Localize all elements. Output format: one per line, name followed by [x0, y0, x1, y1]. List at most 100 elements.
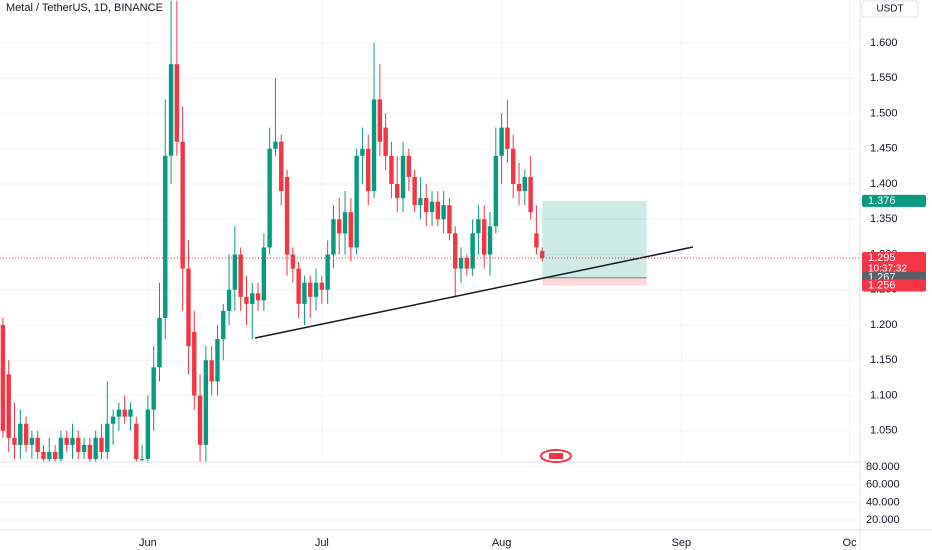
candle-body — [453, 233, 458, 269]
candle-body — [267, 148, 272, 248]
stop-zone — [542, 277, 647, 286]
y-tick-label: 1.400 — [870, 178, 898, 190]
candle-body — [279, 141, 284, 192]
candle-body — [255, 293, 261, 301]
candle-body — [35, 437, 40, 452]
y-tick-label: 1.200 — [870, 319, 898, 331]
candle-body — [348, 212, 354, 248]
candle-body — [76, 437, 81, 452]
candle-body — [58, 437, 64, 459]
candle-body — [273, 141, 278, 149]
candle-body — [284, 176, 290, 255]
y2-tick-label: 20.000 — [866, 514, 900, 526]
candle-body — [151, 367, 156, 410]
candle-body — [354, 155, 359, 248]
last-price-box — [862, 252, 926, 277]
candle-body — [406, 155, 412, 177]
candle-body — [99, 437, 104, 452]
candle-body — [464, 258, 470, 269]
candle-body — [186, 268, 191, 347]
candle-body — [87, 444, 93, 459]
y2-tick-label: 80.000 — [866, 461, 900, 473]
y-tick-label: 1.550 — [870, 72, 898, 84]
candle-body — [70, 437, 75, 445]
x-tick-label: Sep — [672, 537, 692, 549]
x-tick-label: Jul — [315, 537, 329, 549]
candle-body — [163, 155, 168, 318]
candle-body — [493, 155, 499, 227]
y-tick-label: 1.100 — [870, 389, 898, 401]
currency-button[interactable] — [861, 0, 919, 18]
target-label-box — [862, 194, 926, 207]
candle-body — [174, 64, 180, 142]
candle-body — [128, 409, 133, 417]
candle-body — [0, 325, 6, 431]
candle-body — [308, 282, 313, 297]
candle-body — [12, 437, 17, 445]
candle-body — [29, 437, 35, 445]
candle-body — [64, 437, 69, 445]
price-pane — [0, 0, 860, 462]
candle-body — [215, 339, 220, 382]
candle-body — [6, 374, 11, 438]
candle-body — [366, 148, 371, 192]
candle-body — [377, 99, 383, 142]
candle-body — [244, 296, 249, 304]
candle-body — [342, 212, 348, 234]
candle-body — [209, 360, 214, 382]
candle-body — [487, 226, 493, 255]
candle-body — [105, 423, 110, 452]
countdown: 10:37:32 — [868, 264, 907, 275]
candle-body — [383, 127, 388, 156]
candle-body — [511, 148, 516, 185]
candle-body — [18, 423, 23, 445]
last-price-label: 1.295 — [868, 252, 896, 264]
candle-body — [470, 233, 475, 269]
y2-tick-label: 60.000 — [866, 479, 900, 491]
candle-body — [331, 219, 336, 255]
watermark — [540, 449, 572, 463]
candle-body — [139, 458, 145, 460]
candle-body — [122, 409, 127, 417]
candle-body — [52, 451, 58, 459]
candle-body — [93, 437, 98, 459]
candle-body — [534, 233, 539, 248]
currency[interactable]: USDT — [876, 4, 903, 15]
candle-body — [429, 201, 435, 213]
candle-body — [134, 423, 139, 459]
candle-body — [226, 289, 232, 311]
candle-body — [313, 282, 319, 297]
candle-body — [400, 155, 406, 199]
candle-body — [435, 201, 441, 220]
candle-body — [47, 451, 52, 459]
candle-body — [197, 395, 203, 445]
candle-body — [360, 148, 365, 156]
stop-label-box — [862, 279, 926, 292]
candle-body — [528, 176, 533, 213]
candle-body — [371, 99, 377, 192]
x-tick-label: Aug — [492, 537, 512, 549]
candle-body — [319, 282, 325, 290]
candle-body — [296, 268, 301, 304]
candle-body — [203, 360, 209, 445]
x-tick-label: Jun — [139, 537, 157, 549]
target-zone — [542, 200, 647, 278]
candle-body — [395, 184, 400, 199]
candle-body — [476, 219, 481, 234]
candle-body — [458, 258, 464, 269]
candle-body — [418, 198, 423, 206]
candle-body — [238, 254, 243, 297]
candle-body — [424, 198, 429, 213]
candle-body — [221, 310, 226, 340]
candle-body — [516, 184, 522, 192]
candle-body — [325, 254, 330, 290]
candle-body — [522, 176, 528, 192]
candle-body — [441, 205, 446, 220]
candle-body — [180, 141, 185, 269]
candle-body — [447, 205, 452, 234]
candle-body — [192, 332, 197, 396]
y-tick-label: 1.450 — [870, 143, 898, 155]
x-tick-label: Oc — [843, 537, 858, 549]
candle-body — [41, 451, 46, 459]
